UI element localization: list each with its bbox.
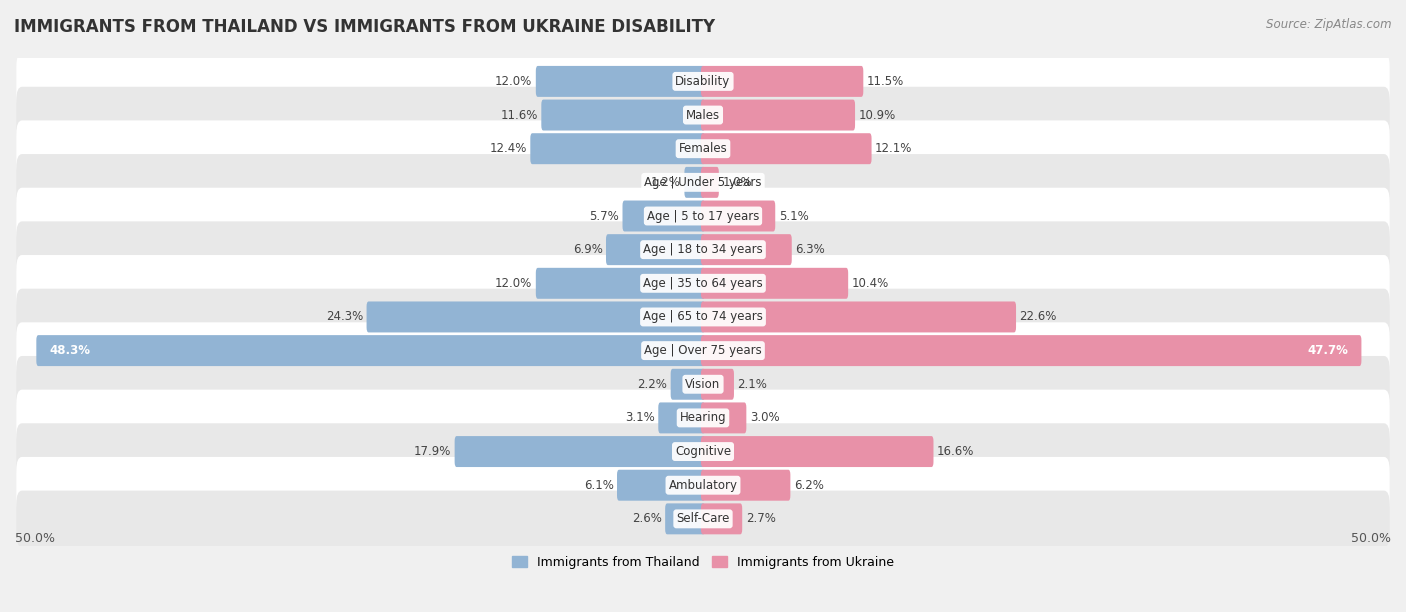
FancyBboxPatch shape bbox=[17, 323, 1389, 379]
Text: Ambulatory: Ambulatory bbox=[668, 479, 738, 491]
FancyBboxPatch shape bbox=[702, 369, 734, 400]
Text: 16.6%: 16.6% bbox=[936, 445, 974, 458]
Text: 1.2%: 1.2% bbox=[651, 176, 681, 189]
Text: Self-Care: Self-Care bbox=[676, 512, 730, 525]
Text: 3.1%: 3.1% bbox=[626, 411, 655, 424]
Text: 17.9%: 17.9% bbox=[413, 445, 451, 458]
FancyBboxPatch shape bbox=[454, 436, 704, 467]
Text: Source: ZipAtlas.com: Source: ZipAtlas.com bbox=[1267, 18, 1392, 31]
Text: 5.1%: 5.1% bbox=[779, 209, 808, 223]
FancyBboxPatch shape bbox=[17, 491, 1389, 547]
FancyBboxPatch shape bbox=[17, 222, 1389, 278]
FancyBboxPatch shape bbox=[17, 390, 1389, 446]
FancyBboxPatch shape bbox=[623, 201, 704, 231]
FancyBboxPatch shape bbox=[702, 470, 790, 501]
FancyBboxPatch shape bbox=[702, 504, 742, 534]
Text: 1.0%: 1.0% bbox=[723, 176, 752, 189]
FancyBboxPatch shape bbox=[17, 356, 1389, 412]
Text: 6.3%: 6.3% bbox=[796, 243, 825, 256]
FancyBboxPatch shape bbox=[702, 66, 863, 97]
Text: 2.2%: 2.2% bbox=[637, 378, 668, 390]
Text: Age | Over 75 years: Age | Over 75 years bbox=[644, 344, 762, 357]
FancyBboxPatch shape bbox=[702, 335, 1361, 366]
FancyBboxPatch shape bbox=[17, 255, 1389, 312]
FancyBboxPatch shape bbox=[17, 457, 1389, 513]
Text: Hearing: Hearing bbox=[679, 411, 727, 424]
Text: 12.1%: 12.1% bbox=[875, 142, 912, 155]
Text: 11.5%: 11.5% bbox=[866, 75, 904, 88]
FancyBboxPatch shape bbox=[702, 436, 934, 467]
Text: 47.7%: 47.7% bbox=[1308, 344, 1348, 357]
Text: 6.2%: 6.2% bbox=[794, 479, 824, 491]
Text: Age | 18 to 34 years: Age | 18 to 34 years bbox=[643, 243, 763, 256]
Text: Disability: Disability bbox=[675, 75, 731, 88]
FancyBboxPatch shape bbox=[17, 121, 1389, 177]
Text: Age | 5 to 17 years: Age | 5 to 17 years bbox=[647, 209, 759, 223]
FancyBboxPatch shape bbox=[702, 403, 747, 433]
FancyBboxPatch shape bbox=[367, 302, 704, 332]
Text: 50.0%: 50.0% bbox=[15, 532, 55, 545]
Text: 2.7%: 2.7% bbox=[745, 512, 776, 525]
FancyBboxPatch shape bbox=[702, 133, 872, 164]
Text: 2.6%: 2.6% bbox=[631, 512, 662, 525]
Text: 10.4%: 10.4% bbox=[852, 277, 889, 290]
FancyBboxPatch shape bbox=[17, 289, 1389, 345]
FancyBboxPatch shape bbox=[685, 167, 704, 198]
Text: 24.3%: 24.3% bbox=[326, 310, 363, 324]
FancyBboxPatch shape bbox=[536, 66, 704, 97]
Text: 2.1%: 2.1% bbox=[737, 378, 768, 390]
FancyBboxPatch shape bbox=[665, 504, 704, 534]
FancyBboxPatch shape bbox=[658, 403, 704, 433]
Text: 10.9%: 10.9% bbox=[859, 108, 896, 122]
Text: 11.6%: 11.6% bbox=[501, 108, 538, 122]
FancyBboxPatch shape bbox=[617, 470, 704, 501]
Text: Cognitive: Cognitive bbox=[675, 445, 731, 458]
Text: 6.1%: 6.1% bbox=[583, 479, 613, 491]
FancyBboxPatch shape bbox=[37, 335, 704, 366]
FancyBboxPatch shape bbox=[702, 302, 1017, 332]
FancyBboxPatch shape bbox=[702, 201, 775, 231]
Text: 48.3%: 48.3% bbox=[49, 344, 90, 357]
FancyBboxPatch shape bbox=[536, 268, 704, 299]
FancyBboxPatch shape bbox=[702, 268, 848, 299]
Text: Age | 35 to 64 years: Age | 35 to 64 years bbox=[643, 277, 763, 290]
Text: 12.0%: 12.0% bbox=[495, 75, 533, 88]
Text: Males: Males bbox=[686, 108, 720, 122]
FancyBboxPatch shape bbox=[17, 188, 1389, 244]
FancyBboxPatch shape bbox=[17, 424, 1389, 480]
FancyBboxPatch shape bbox=[530, 133, 704, 164]
FancyBboxPatch shape bbox=[702, 167, 718, 198]
FancyBboxPatch shape bbox=[17, 154, 1389, 211]
Text: Age | 65 to 74 years: Age | 65 to 74 years bbox=[643, 310, 763, 324]
Text: Vision: Vision bbox=[685, 378, 721, 390]
FancyBboxPatch shape bbox=[702, 100, 855, 130]
Text: 6.9%: 6.9% bbox=[572, 243, 603, 256]
Text: 5.7%: 5.7% bbox=[589, 209, 619, 223]
Text: Age | Under 5 years: Age | Under 5 years bbox=[644, 176, 762, 189]
FancyBboxPatch shape bbox=[541, 100, 704, 130]
Text: 12.4%: 12.4% bbox=[489, 142, 527, 155]
Text: 3.0%: 3.0% bbox=[749, 411, 779, 424]
FancyBboxPatch shape bbox=[702, 234, 792, 265]
Text: 12.0%: 12.0% bbox=[495, 277, 533, 290]
Text: 50.0%: 50.0% bbox=[1351, 532, 1391, 545]
Text: Females: Females bbox=[679, 142, 727, 155]
FancyBboxPatch shape bbox=[606, 234, 704, 265]
FancyBboxPatch shape bbox=[17, 53, 1389, 110]
Text: IMMIGRANTS FROM THAILAND VS IMMIGRANTS FROM UKRAINE DISABILITY: IMMIGRANTS FROM THAILAND VS IMMIGRANTS F… bbox=[14, 18, 716, 36]
Text: 22.6%: 22.6% bbox=[1019, 310, 1057, 324]
FancyBboxPatch shape bbox=[17, 87, 1389, 143]
Legend: Immigrants from Thailand, Immigrants from Ukraine: Immigrants from Thailand, Immigrants fro… bbox=[508, 551, 898, 573]
FancyBboxPatch shape bbox=[671, 369, 704, 400]
